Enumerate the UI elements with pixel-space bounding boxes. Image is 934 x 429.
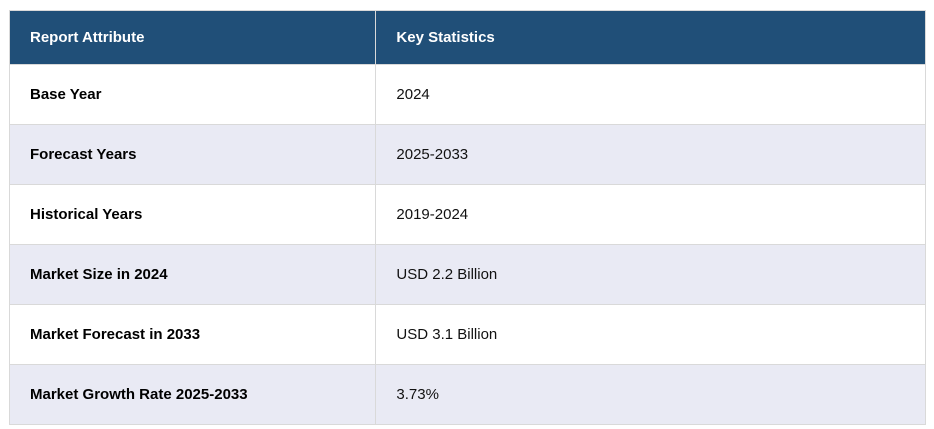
attribute-cell-historical-years: Historical Years	[8, 184, 377, 245]
value-cell-market-growth-rate: 3.73%	[375, 364, 926, 425]
table-row: Base Year 2024	[8, 64, 926, 125]
table-row: Market Size in 2024 USD 2.2 Billion	[8, 244, 926, 305]
header-row: Report Attribute Key Statistics	[8, 10, 926, 65]
table-row: Market Forecast in 2033 USD 3.1 Billion	[8, 304, 926, 365]
table-row: Historical Years 2019-2024	[8, 184, 926, 245]
value-cell-historical-years: 2019-2024	[375, 184, 926, 245]
value-cell-forecast-years: 2025-2033	[375, 124, 926, 185]
attribute-cell-market-size-2024: Market Size in 2024	[8, 244, 377, 305]
attribute-cell-market-growth-rate: Market Growth Rate 2025-2033	[8, 364, 377, 425]
value-cell-market-size-2024: USD 2.2 Billion	[375, 244, 926, 305]
report-statistics-table-wrap: Report Attribute Key Statistics Base Yea…	[8, 10, 926, 425]
value-cell-market-forecast-2033: USD 3.1 Billion	[375, 304, 926, 365]
table-row: Market Growth Rate 2025-2033 3.73%	[8, 364, 926, 425]
attribute-cell-market-forecast-2033: Market Forecast in 2033	[8, 304, 377, 365]
value-cell-base-year: 2024	[375, 64, 926, 125]
attribute-cell-base-year: Base Year	[8, 64, 377, 125]
header-cell-key-statistics: Key Statistics	[375, 10, 926, 65]
header-cell-report-attribute: Report Attribute	[8, 10, 377, 65]
table-row: Forecast Years 2025-2033	[8, 124, 926, 185]
report-statistics-table: Report Attribute Key Statistics Base Yea…	[8, 10, 926, 425]
attribute-cell-forecast-years: Forecast Years	[8, 124, 377, 185]
